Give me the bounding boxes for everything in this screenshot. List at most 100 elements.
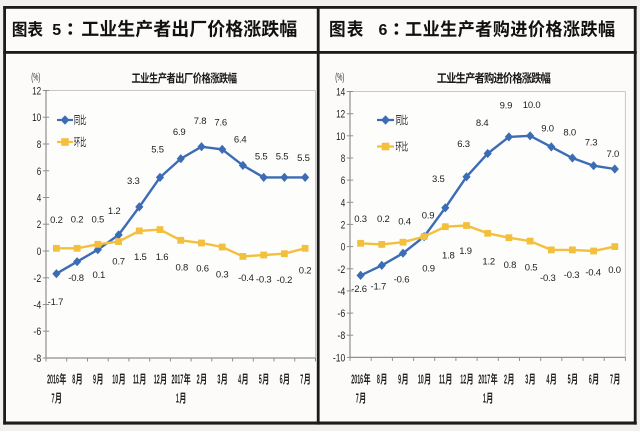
svg-text:9: 9	[93, 373, 96, 387]
svg-text:3: 3	[217, 373, 220, 387]
svg-text:(%): (%)	[335, 72, 344, 84]
svg-text:1.5: 1.5	[134, 252, 147, 263]
svg-text:-0.3: -0.3	[540, 273, 556, 284]
svg-text:1: 1	[176, 392, 179, 406]
svg-text:(%): (%)	[31, 72, 40, 84]
svg-text:6: 6	[280, 373, 283, 387]
svg-text:0.9: 0.9	[422, 210, 435, 221]
svg-text:1.8: 1.8	[442, 251, 455, 262]
svg-text:0.2: 0.2	[377, 214, 390, 225]
svg-text:6: 6	[379, 22, 388, 39]
svg-text:4: 4	[546, 373, 549, 387]
svg-text:0.7: 0.7	[112, 256, 125, 267]
svg-text:8.0: 8.0	[563, 127, 576, 138]
svg-text:0.6: 0.6	[196, 263, 209, 274]
svg-text:10: 10	[418, 373, 424, 387]
svg-text:-0.4: -0.4	[585, 267, 601, 278]
svg-text:8: 8	[72, 373, 75, 387]
svg-text:7.0: 7.0	[606, 149, 619, 160]
svg-text:-0.4: -0.4	[238, 273, 254, 284]
svg-text:2017: 2017	[172, 373, 184, 387]
svg-text:12: 12	[460, 373, 466, 387]
svg-text:6.3: 6.3	[457, 139, 470, 150]
svg-text:0.3: 0.3	[216, 269, 229, 280]
svg-text:2: 2	[504, 373, 507, 387]
svg-text:0.4: 0.4	[398, 217, 411, 228]
svg-text:12: 12	[154, 373, 160, 387]
svg-text:0.1: 0.1	[92, 270, 105, 281]
svg-text:4: 4	[238, 373, 241, 387]
svg-text:9.9: 9.9	[500, 101, 513, 112]
svg-text:-0.3: -0.3	[256, 274, 272, 285]
svg-text:10: 10	[112, 373, 118, 387]
svg-text:6.4: 6.4	[234, 135, 247, 146]
svg-text:6: 6	[341, 175, 346, 187]
svg-text:0.2: 0.2	[71, 215, 84, 226]
svg-text:-0.8: -0.8	[68, 273, 84, 284]
svg-text:0.8: 0.8	[175, 263, 188, 274]
svg-text:2: 2	[197, 373, 200, 387]
svg-text:6: 6	[37, 166, 42, 178]
svg-text:10: 10	[32, 112, 41, 124]
svg-text:6.9: 6.9	[173, 127, 186, 138]
svg-text:-4: -4	[337, 286, 345, 298]
svg-text:5: 5	[52, 22, 61, 39]
svg-text:-2: -2	[33, 273, 41, 285]
svg-text:9: 9	[398, 373, 401, 387]
svg-text:-2: -2	[337, 264, 345, 276]
svg-text:5.5: 5.5	[255, 152, 268, 163]
svg-text:12: 12	[32, 86, 41, 98]
svg-text:0.3: 0.3	[354, 214, 367, 225]
svg-text:-0.2: -0.2	[277, 275, 293, 286]
svg-text:7.8: 7.8	[194, 116, 207, 127]
svg-text:4: 4	[37, 193, 42, 205]
svg-text:12: 12	[336, 109, 345, 121]
svg-text:1.9: 1.9	[459, 246, 472, 257]
svg-text:9.0: 9.0	[541, 124, 554, 135]
svg-text:-10: -10	[333, 352, 345, 364]
svg-text:0.0: 0.0	[608, 265, 621, 276]
svg-text:-4: -4	[33, 300, 41, 312]
svg-text:5.5: 5.5	[297, 153, 310, 164]
svg-text:8.4: 8.4	[476, 118, 489, 129]
svg-text:2016: 2016	[351, 373, 363, 387]
svg-text:0.9: 0.9	[422, 263, 435, 274]
svg-text:2: 2	[37, 219, 42, 231]
svg-text:0: 0	[37, 246, 42, 258]
svg-text:-8: -8	[33, 353, 41, 365]
svg-text:0.8: 0.8	[504, 260, 517, 271]
svg-text:3.3: 3.3	[127, 176, 140, 187]
svg-text:-1.7: -1.7	[371, 282, 387, 293]
svg-text:10: 10	[336, 131, 345, 143]
svg-text:10.0: 10.0	[523, 100, 541, 111]
svg-text:7.3: 7.3	[585, 138, 598, 149]
svg-text:5.5: 5.5	[151, 145, 164, 156]
svg-text:0: 0	[341, 242, 346, 254]
svg-text:4: 4	[341, 197, 346, 209]
svg-text:1.2: 1.2	[482, 257, 495, 268]
svg-text:5: 5	[259, 373, 262, 387]
svg-text:11: 11	[133, 373, 139, 387]
svg-text:-6: -6	[337, 308, 345, 320]
svg-text:-6: -6	[33, 326, 41, 338]
svg-text:5.5: 5.5	[276, 152, 289, 163]
svg-text:0.2: 0.2	[50, 215, 63, 226]
svg-text:2017: 2017	[478, 373, 490, 387]
svg-text:7: 7	[610, 373, 613, 387]
svg-text:8: 8	[377, 373, 380, 387]
svg-text:3: 3	[525, 373, 528, 387]
svg-text:2: 2	[341, 219, 346, 231]
svg-text:8: 8	[37, 139, 42, 151]
svg-text:7.6: 7.6	[214, 118, 227, 129]
svg-text:-0.6: -0.6	[394, 275, 410, 286]
svg-text:0.2: 0.2	[299, 266, 312, 277]
svg-text:5: 5	[568, 373, 571, 387]
svg-text:8: 8	[341, 153, 346, 165]
svg-text:7: 7	[356, 392, 359, 406]
svg-text:-2.6: -2.6	[351, 284, 367, 295]
svg-text:-8: -8	[337, 330, 345, 342]
svg-text:-1.7: -1.7	[48, 297, 64, 308]
svg-text:0.5: 0.5	[91, 215, 104, 226]
svg-text:1.2: 1.2	[108, 206, 121, 217]
svg-text:0.5: 0.5	[525, 262, 538, 273]
